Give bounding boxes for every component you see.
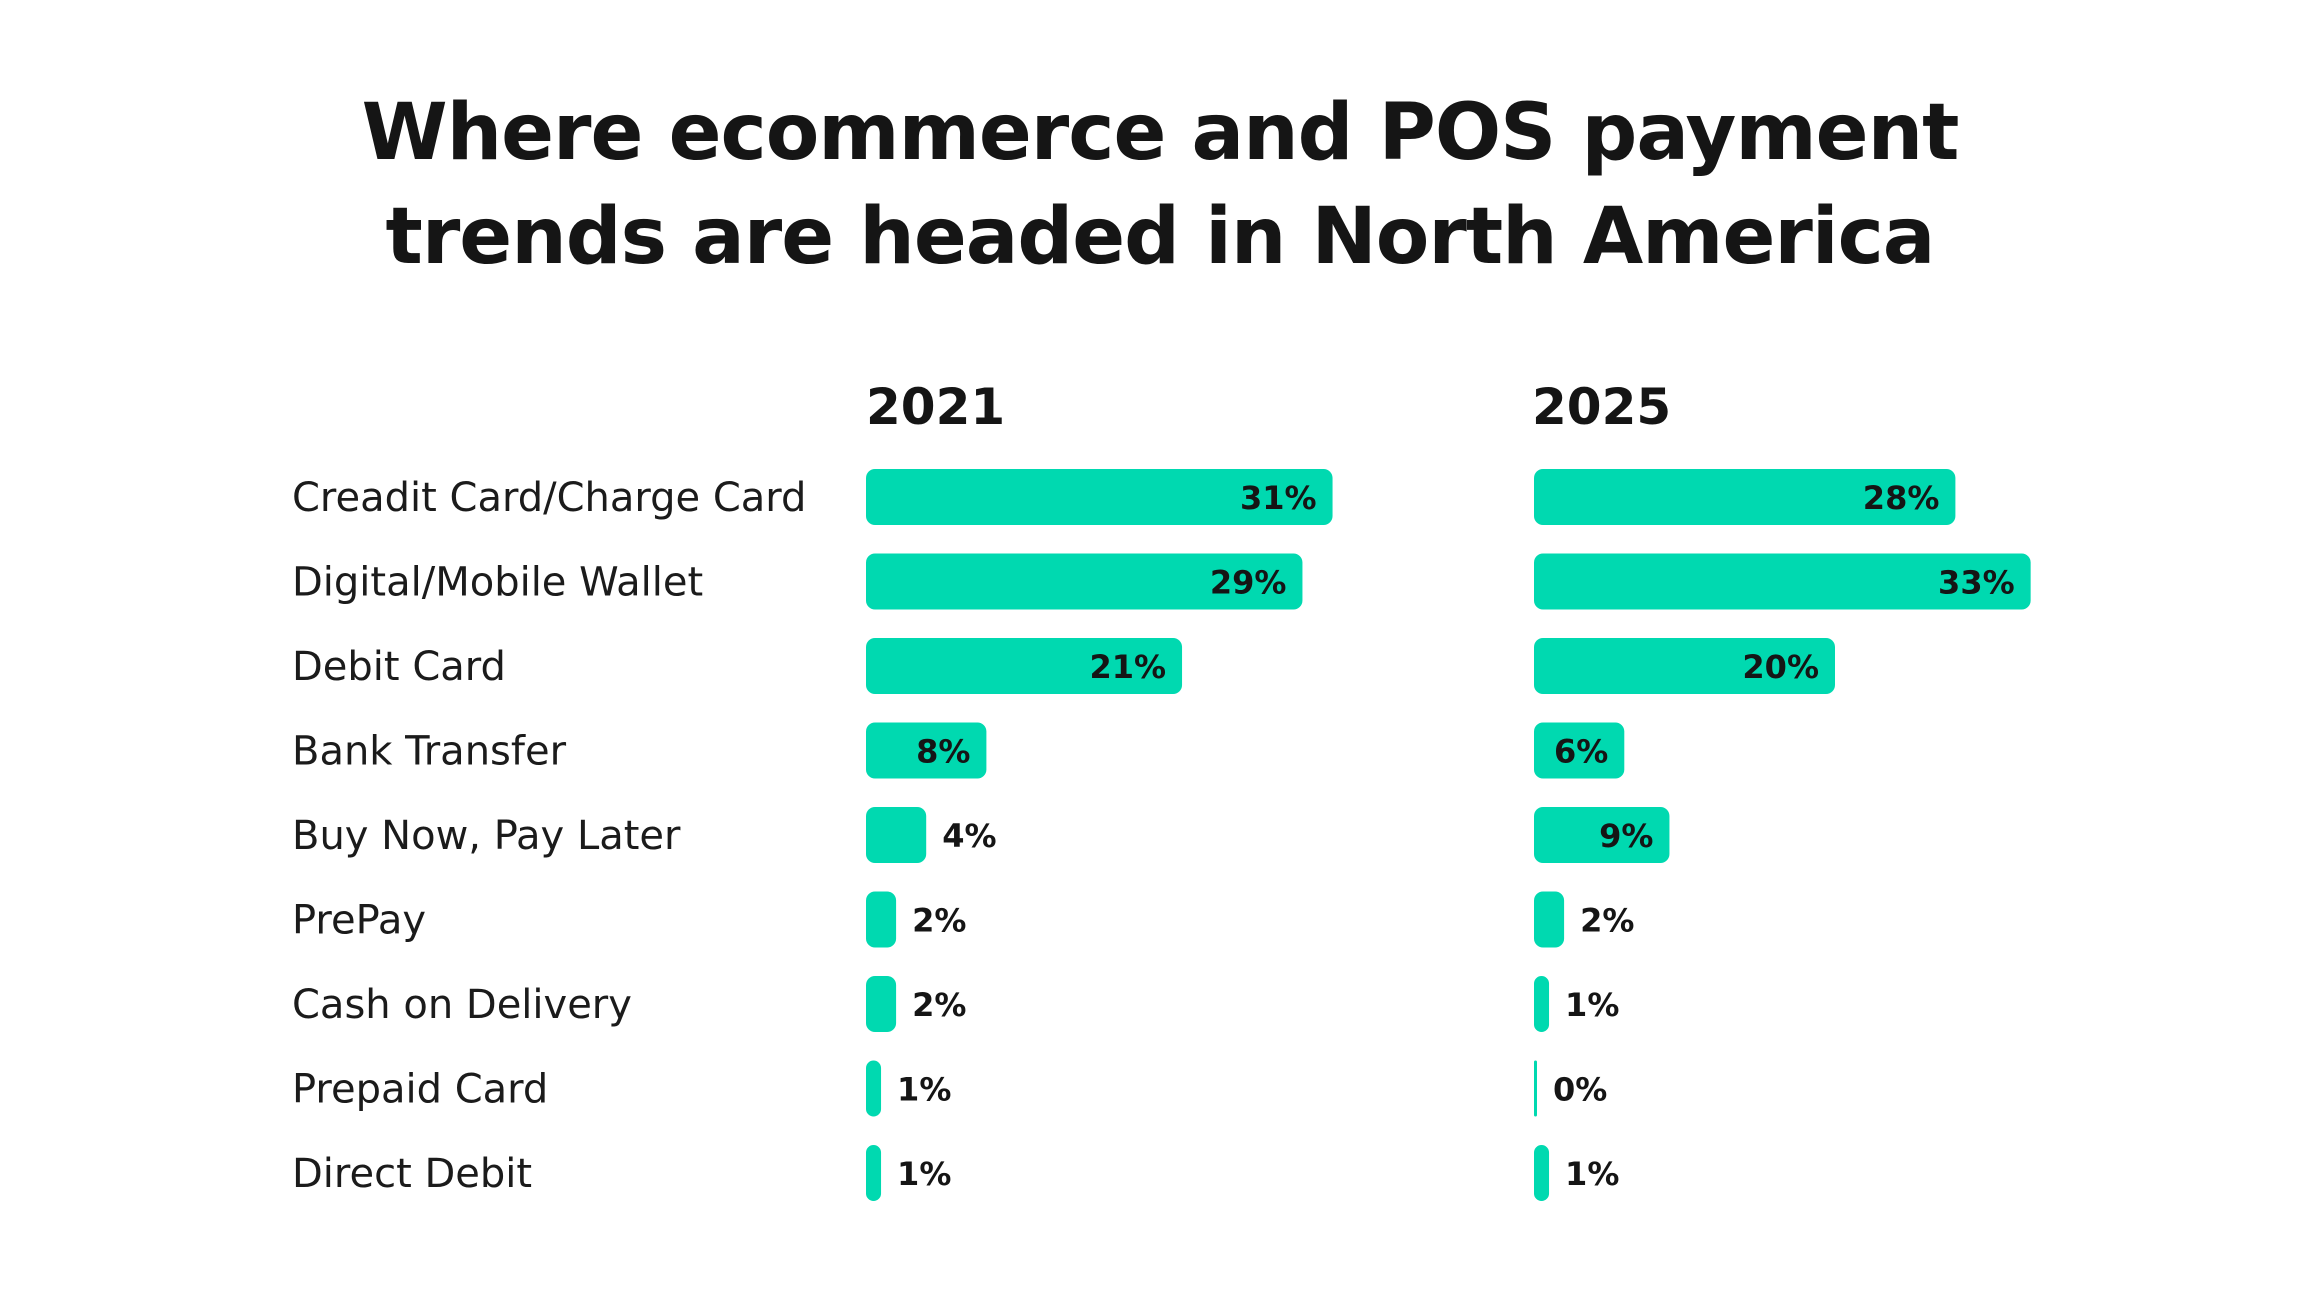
bar-value-label: 0% [1553,1071,1607,1109]
bar-value-label: 1% [897,1155,951,1193]
category-label: Bank Transfer [292,729,567,775]
bar [866,1061,881,1117]
category-label: Prepaid Card [292,1067,548,1113]
bars-2025: 28% 33% 20% 6% 9% 2% 1% 0% 1% [1534,469,2031,1201]
bar-value-label: 2% [912,986,966,1024]
category-label: PrePay [292,898,426,944]
bar-value-label: 29% [1210,564,1287,602]
bar-value-label: 2% [912,902,966,940]
bar-value-label: 1% [897,1071,951,1109]
category-label: Buy Now, Pay Later [292,813,681,859]
bar-value-label: 4% [942,817,996,855]
bar-value-label: 1% [1565,1155,1619,1193]
bar [1534,1061,1537,1117]
bar [866,1145,881,1201]
category-labels: Creadit Card/Charge Card Digital/Mobile W… [292,475,806,1197]
bar-value-label: 31% [1240,479,1317,517]
bar [866,807,926,863]
category-label: Cash on Delivery [292,982,632,1028]
bar-value-label: 33% [1938,564,2015,602]
bar-value-label: 28% [1863,479,1940,517]
category-label: Direct Debit [292,1151,532,1197]
bars-2021: 31% 29% 21% 8% 4% 2% 2% 1% 1% [866,469,1333,1201]
bar-value-label: 2% [1580,902,1634,940]
bar [1534,1145,1549,1201]
bar [1534,892,1564,948]
category-label: Creadit Card/Charge Card [292,475,806,521]
bar-value-label: 21% [1089,648,1166,686]
bar-value-label: 8% [916,733,970,771]
bar-value-label: 9% [1599,817,1653,855]
bar-value-label: 6% [1554,733,1608,771]
bar [1534,976,1549,1032]
bar-value-label: 1% [1565,986,1619,1024]
bar-value-label: 20% [1742,648,1819,686]
category-label: Digital/Mobile Wallet [292,560,703,606]
category-label: Debit Card [292,644,506,690]
bar [866,892,896,948]
bar [866,976,896,1032]
